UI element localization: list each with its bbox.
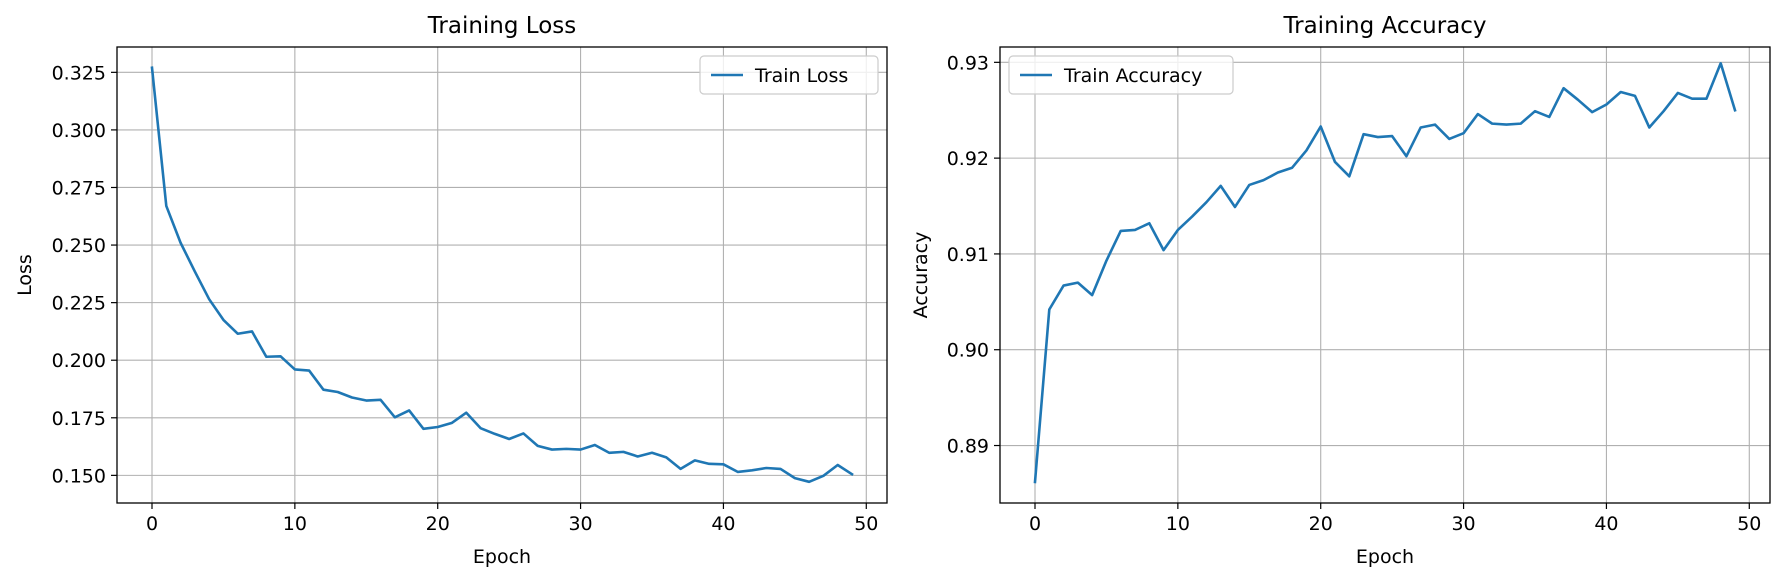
y-tick-label: 0.93 (947, 52, 989, 74)
y-tick-label: 0.92 (947, 148, 989, 170)
y-tick-label: 0.200 (52, 350, 106, 372)
y-tick-label: 0.225 (52, 293, 106, 315)
y-tick-label: 0.325 (52, 62, 106, 84)
legend-box (1008, 55, 1234, 95)
legend-box (699, 55, 879, 95)
x-tick-label: 20 (426, 513, 450, 535)
y-tick-label: 0.90 (947, 340, 989, 362)
x-axis-label: Epoch (473, 546, 531, 568)
x-tick-label: 40 (711, 513, 735, 535)
y-tick-label: 0.91 (947, 244, 989, 266)
legend: Train Loss (699, 55, 879, 95)
x-tick-label: 10 (1166, 513, 1190, 535)
y-tick-label: 0.150 (52, 465, 106, 487)
x-tick-label: 50 (854, 513, 878, 535)
x-tick-label: 0 (146, 513, 158, 535)
series-line (1033, 61, 1737, 484)
y-tick-label: 0.89 (947, 436, 989, 458)
legend-label: Train Loss (754, 65, 848, 87)
axes-frame (999, 46, 1771, 504)
y-axis-label: Accuracy (910, 232, 932, 319)
chart-panel-1: 0 10 20 30 40 50 0.150 0.175 0.200 0.225 0.250 0.27… (14, 13, 888, 568)
legend-label: Train Accuracy (1063, 65, 1202, 87)
x-tick-label: 0 (1029, 513, 1041, 535)
x-tick-label: 20 (1309, 513, 1333, 535)
x-tick-label: 30 (1451, 513, 1475, 535)
y-axis-label: Loss (14, 254, 36, 296)
y-tick-label: 0.175 (52, 408, 106, 430)
y-tick-label: 0.275 (52, 177, 106, 199)
x-axis-label: Epoch (1356, 546, 1414, 568)
chart-title: Training Accuracy (1282, 13, 1486, 39)
chart-title: Training Loss (427, 13, 577, 39)
x-tick-label: 40 (1594, 513, 1618, 535)
axes-frame (116, 46, 888, 504)
series-line (150, 66, 854, 484)
y-tick-label: 0.250 (52, 235, 106, 257)
legend: Train Accuracy (1008, 55, 1234, 95)
x-tick-label: 50 (1737, 513, 1761, 535)
chart-panel-2: 0 10 20 30 40 50 0.89 0.90 0.91 0.92 0.93 Training … (910, 13, 1771, 568)
x-tick-label: 10 (283, 513, 307, 535)
x-tick-label: 30 (568, 513, 592, 535)
y-tick-label: 0.300 (52, 120, 106, 142)
